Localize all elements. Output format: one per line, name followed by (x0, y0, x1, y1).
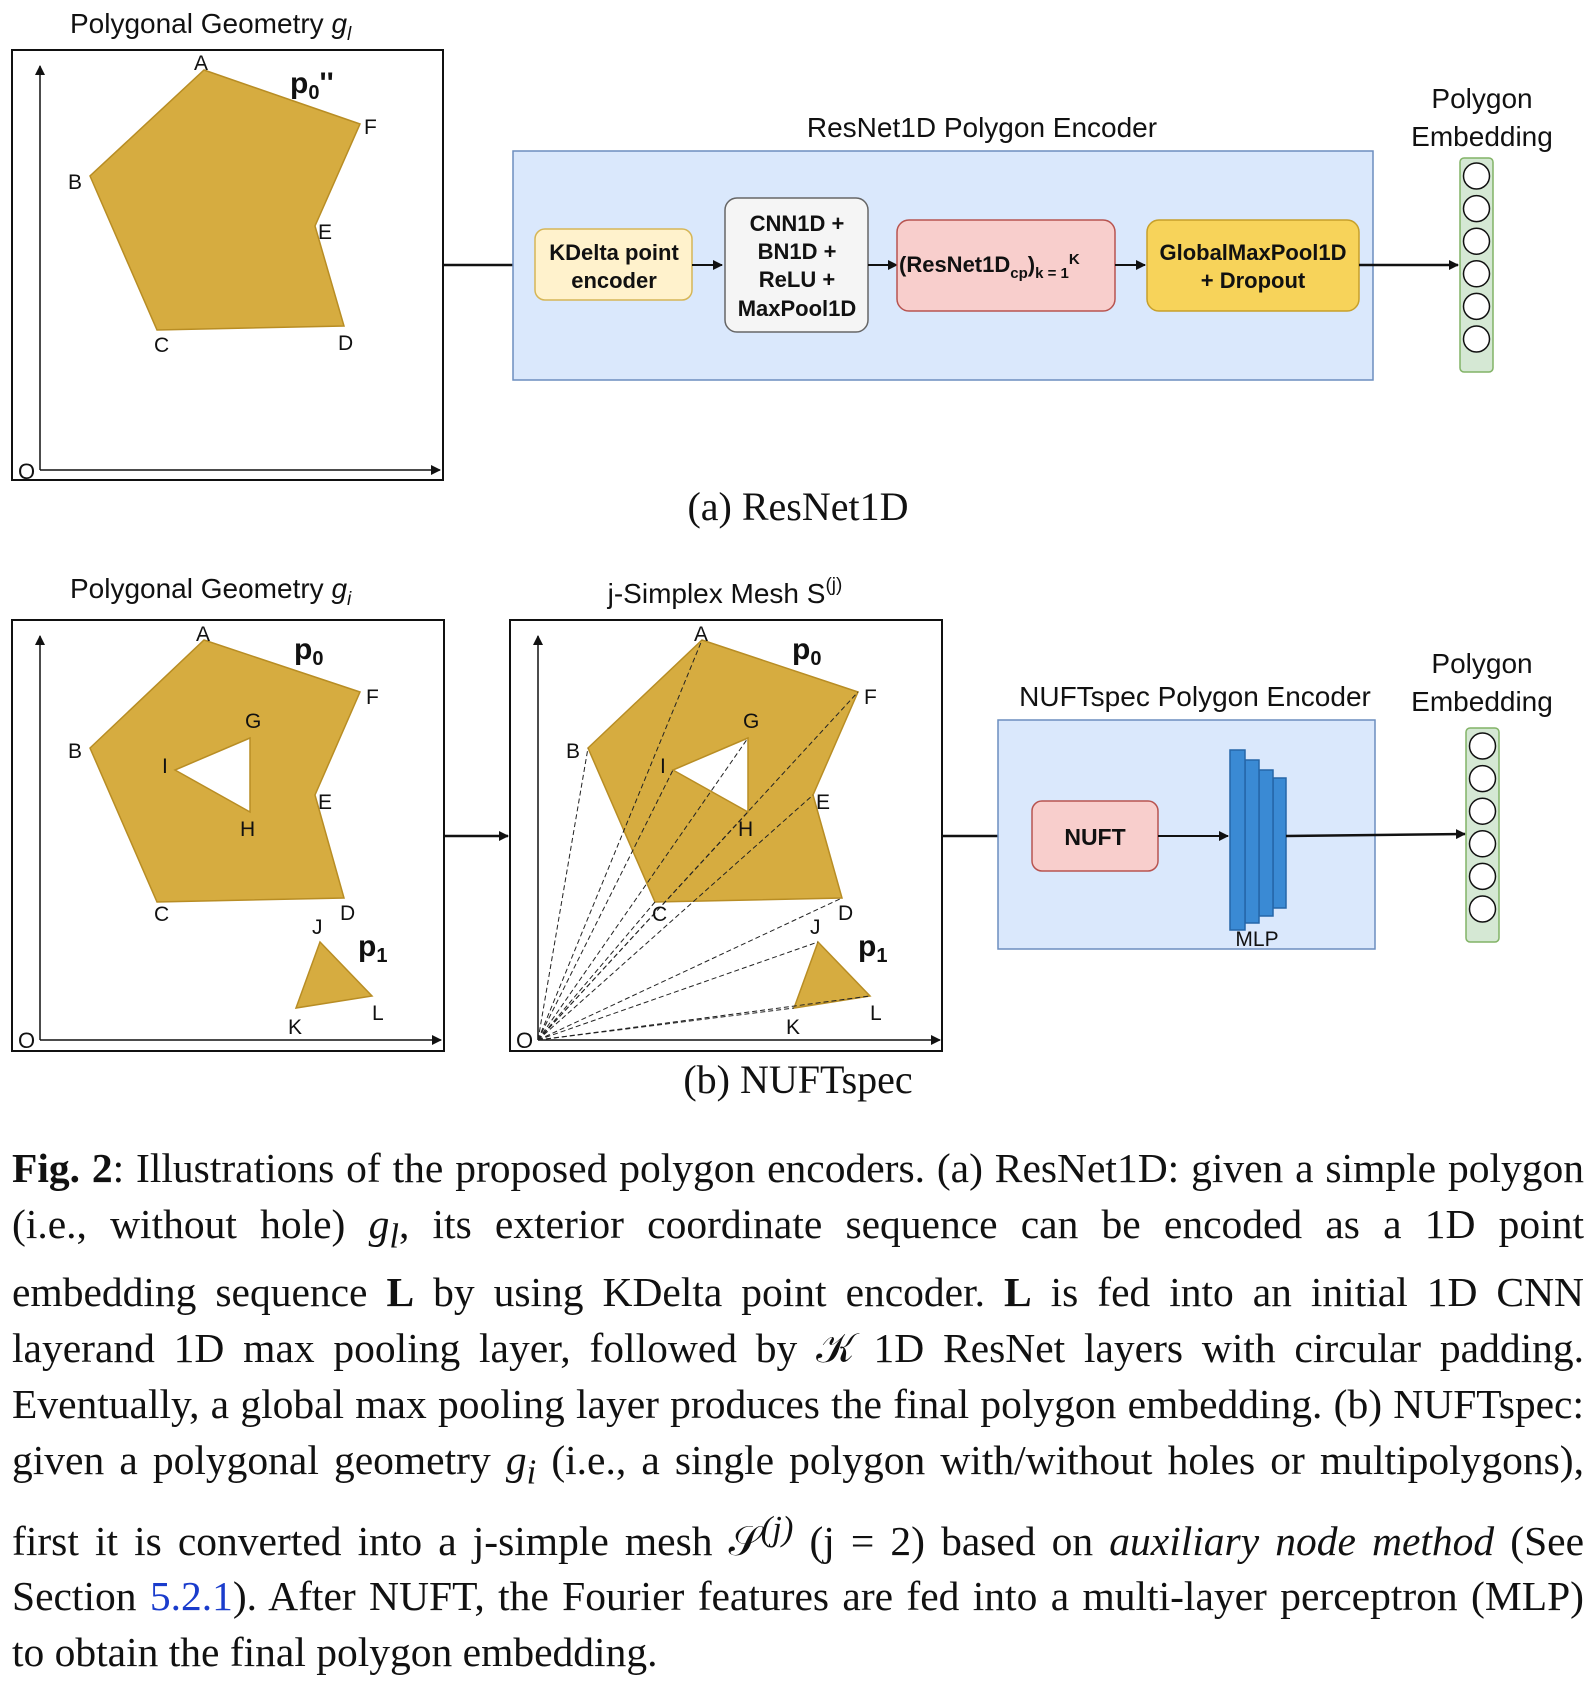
mlp-label: MLP (1235, 928, 1278, 951)
embedding-cell (1462, 227, 1491, 255)
b-vertex-g: G (245, 710, 261, 733)
b-vertex-b: B (68, 740, 82, 763)
b-vertex-k: K (288, 1016, 302, 1039)
vertex-d: D (338, 332, 353, 355)
mesh-vertex-k: K (786, 1016, 800, 1039)
panel-b: Polygonal Geometry gi O A B C D E F G H … (11, 573, 1553, 1102)
mesh-vertex-b: B (566, 740, 580, 763)
panel-b-embedding-title-2: Embedding (1411, 686, 1553, 717)
cnn-line-1: CNN1D + (750, 211, 845, 236)
mesh-vertex-c: C (652, 903, 667, 926)
mesh-title: j-Simplex Mesh S(j) (607, 575, 843, 609)
panel-a-embedding-cells (1462, 162, 1491, 353)
mesh-vertex-f: F (864, 686, 877, 709)
vertex-c: C (154, 334, 169, 357)
global-line-1: GlobalMaxPool1D (1159, 240, 1346, 265)
figure-diagram: Polygonal Geometry gl O A B C D E F p0''… (11, 8, 1553, 1102)
panel-a-caption: (a) ResNet1D (687, 484, 908, 529)
embedding-cell (1468, 895, 1497, 923)
b-vertex-a: A (196, 623, 210, 646)
b-vertex-d: D (340, 902, 355, 925)
cnn-line-4: MaxPool1D (738, 296, 857, 321)
embedding-cell (1468, 797, 1497, 825)
cnn-line-2: BN1D + (758, 239, 837, 264)
panel-b-origin-label: O (18, 1028, 35, 1053)
panel-b-embedding-cells (1468, 732, 1497, 923)
mesh-origin-label: O (516, 1028, 533, 1053)
b-vertex-c: C (154, 903, 169, 926)
b-vertex-i: I (162, 755, 168, 778)
b-vertex-h: H (240, 818, 255, 841)
mesh-vertex-j: J (810, 916, 821, 939)
panel-a-embedding-title-2: Embedding (1411, 121, 1553, 152)
arrow-mlp-to-embedding (1285, 829, 1466, 840)
mlp-block (1229, 749, 1287, 931)
vertex-a: A (194, 52, 208, 75)
panel-b-encoder-title: NUFTspec Polygon Encoder (1019, 681, 1371, 712)
embedding-cell (1462, 260, 1491, 288)
embedding-cell (1462, 162, 1491, 190)
cnn-line-3: ReLU + (759, 267, 835, 292)
panel-a-origin-label: O (18, 459, 35, 484)
figure-caption: Fig. 2: Illustrations of the proposed po… (12, 1145, 1585, 1676)
mesh-vertex-d: D (838, 902, 853, 925)
panel-a-polygon (89, 69, 362, 331)
figure-label: Fig. 2 (12, 1145, 113, 1191)
panel-a-encoder-title: ResNet1D Polygon Encoder (807, 112, 1157, 143)
b-vertex-j: J (312, 916, 323, 939)
embedding-cell (1468, 830, 1497, 858)
vertex-e: E (318, 221, 332, 244)
embedding-cell (1462, 325, 1491, 353)
mesh-vertex-g: G (743, 710, 759, 733)
panel-a: Polygonal Geometry gl O A B C D E F p0''… (11, 8, 1553, 529)
mesh-vertex-h: H (738, 818, 753, 841)
mesh-vertex-a: A (694, 623, 708, 646)
embedding-cell (1462, 292, 1491, 321)
vertex-b: B (68, 171, 82, 194)
panel-b-polygon-p0 (89, 639, 362, 903)
kdelta-line-1: KDelta point (549, 240, 679, 265)
panel-b-geometry-title: Polygonal Geometry gi (70, 573, 352, 610)
mesh-vertex-l: L (870, 1002, 882, 1025)
b-vertex-f: F (366, 686, 379, 709)
panel-b-embedding-title-1: Polygon (1431, 648, 1532, 679)
global-line-2: + Dropout (1201, 268, 1306, 293)
vertex-f: F (364, 116, 377, 139)
section-link[interactable]: 5.2.1 (149, 1573, 233, 1620)
panel-a-geometry-title: Polygonal Geometry gl (70, 8, 352, 45)
mesh-vertex-i: I (660, 755, 666, 778)
embedding-cell (1468, 764, 1497, 793)
b-vertex-l: L (372, 1002, 384, 1025)
panel-b-caption: (b) NUFTspec (683, 1057, 912, 1102)
mesh-simplex-lines (537, 639, 871, 1041)
kdelta-line-2: encoder (571, 268, 657, 293)
embedding-cell (1468, 732, 1497, 760)
b-vertex-e: E (318, 791, 332, 814)
panel-b-polygon-p1 (294, 940, 374, 1009)
embedding-cell (1462, 194, 1491, 223)
panel-a-embedding-title-1: Polygon (1431, 83, 1532, 114)
global-max-pool-block (1146, 219, 1360, 312)
mesh-vertex-e: E (816, 791, 830, 814)
nuft-label: NUFT (1064, 824, 1125, 850)
mesh-polygon-p1 (792, 940, 872, 1009)
embedding-cell (1468, 862, 1497, 891)
